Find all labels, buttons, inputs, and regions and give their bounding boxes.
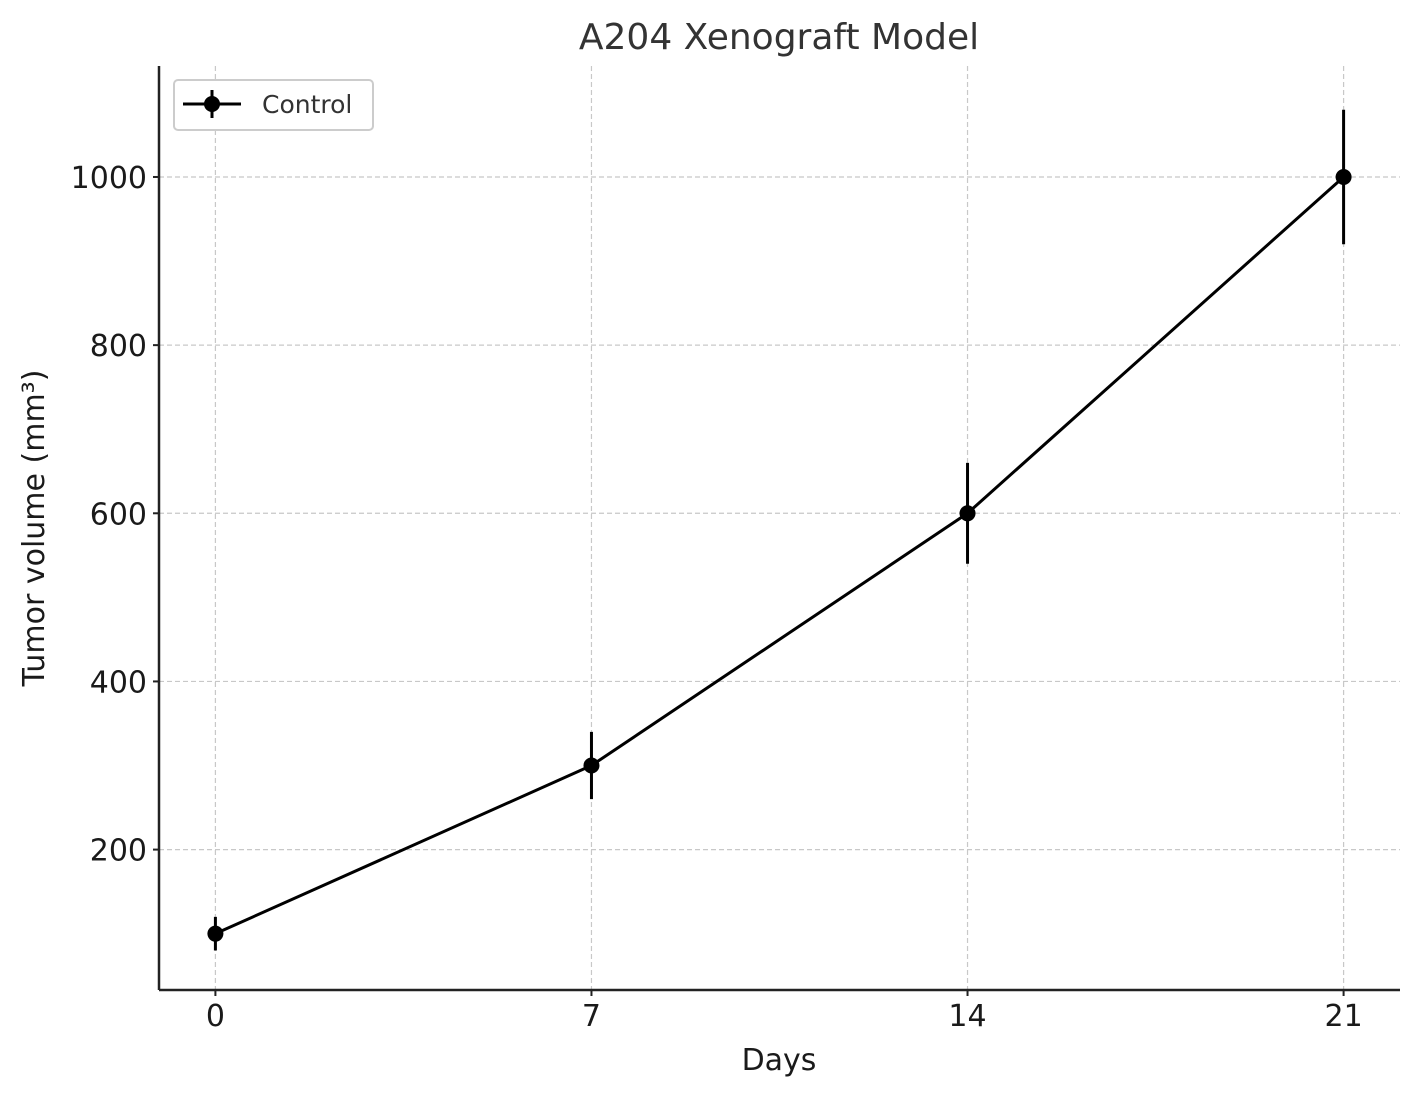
x-tick-label: 7 [582,999,601,1034]
legend-label-control: Control [262,90,352,119]
chart-title: A204 Xenograft Model [579,17,979,58]
y-axis-label: Tumor volume (mm³) [17,370,52,688]
data-point [959,505,976,522]
data-point [1335,168,1352,185]
data-point [207,925,224,942]
legend-marker-swatch [204,96,220,112]
series-line [214,175,1345,936]
x-tick-label: 21 [1324,999,1362,1034]
y-tick-label: 200 [90,834,147,869]
data-point [583,757,600,774]
y-tick-label: 600 [90,497,147,532]
y-tick-label: 800 [90,329,147,364]
y-tick-label: 400 [90,665,147,700]
legend: Control [173,79,374,131]
x-tick-label: 0 [206,999,225,1034]
x-axis-label: Days [742,1043,817,1078]
series-group [207,109,1352,951]
legend-box [173,79,374,131]
grid [159,66,1400,990]
y-ticks: 200 400 600 800 1000 [71,161,159,869]
y-tick-label: 1000 [71,161,147,196]
x-tick-label: 14 [948,999,986,1034]
axes [157,66,1400,992]
x-ticks: 0 7 14 21 [206,990,1363,1034]
